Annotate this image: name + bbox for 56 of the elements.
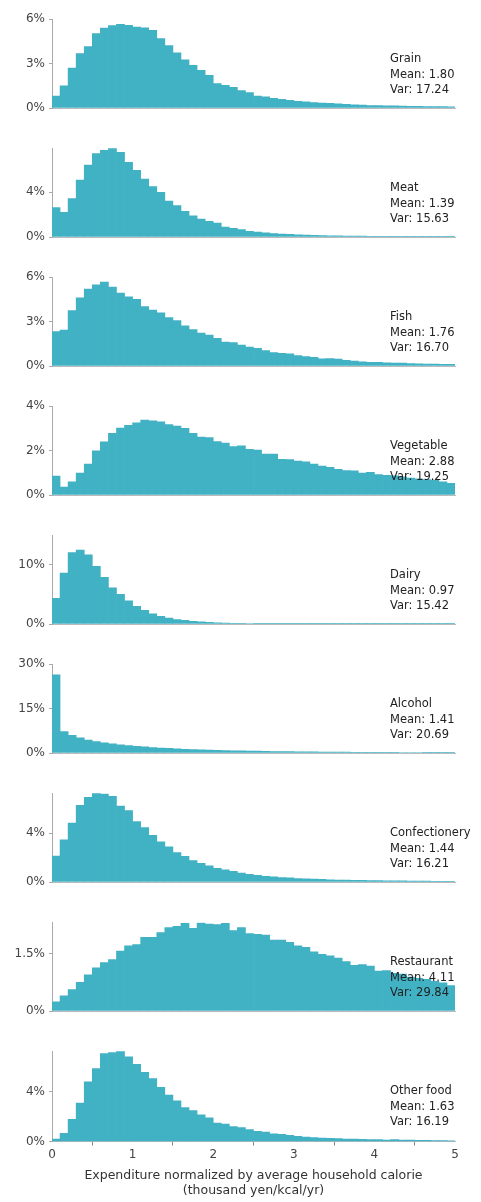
annotation: Mean: 1.44 <box>390 840 455 855</box>
x-axis-title: Expenditure normalized by average household calorie (thousand yen/kcal/yr) <box>84 1166 423 1197</box>
y-tick-label: 3% <box>25 313 45 328</box>
annotation: Var: 15.42 <box>390 598 449 613</box>
annotation: Restaurant <box>390 954 454 969</box>
annotation: Var: 29.84 <box>390 985 449 1000</box>
annotation: Mean: 2.88 <box>390 453 455 468</box>
y-tick-label: 0% <box>25 100 45 115</box>
annotation: Var: 19.25 <box>390 469 449 484</box>
y-tick-label: 2% <box>25 442 45 457</box>
annotation: Other food <box>390 1083 452 1098</box>
annotation: Mean: 1.41 <box>390 711 455 726</box>
annotation: Meat <box>390 180 420 195</box>
annotation: Var: 15.63 <box>390 211 449 226</box>
x-tick-label: 1 <box>128 1146 137 1161</box>
y-tick-label: 4% <box>25 398 45 413</box>
y-tick-label: 0% <box>25 1003 45 1018</box>
annotation: Fish <box>390 309 413 324</box>
annotation: Mean: 1.76 <box>390 324 455 339</box>
y-tick-label: 4% <box>25 1084 45 1099</box>
x-tick-label: 4 <box>370 1146 379 1161</box>
y-tick-label: 0% <box>25 358 45 373</box>
annotation: Confectionery <box>390 825 471 840</box>
annotation: Var: 20.69 <box>390 727 449 742</box>
y-tick-label: 1.5% <box>14 945 45 960</box>
annotation: Vegetable <box>390 438 448 453</box>
y-tick-label: 0% <box>25 616 45 631</box>
y-tick-label: 0% <box>25 745 45 760</box>
x-tick-label: 3 <box>289 1146 298 1161</box>
y-tick-label: 30% <box>18 656 45 671</box>
annotation: Mean: 0.97 <box>390 582 455 597</box>
annotation: Alcohol <box>390 696 432 711</box>
y-tick-label: 4% <box>25 825 45 840</box>
x-tick-label: 0 <box>48 1146 56 1161</box>
x-tick-label: 5 <box>451 1146 459 1161</box>
y-tick-label: 3% <box>25 55 45 70</box>
annotation: Mean: 1.80 <box>390 66 455 81</box>
annotation: Mean: 1.39 <box>390 195 455 210</box>
annotation: Var: 17.24 <box>390 82 449 97</box>
annotation: Dairy <box>390 567 421 582</box>
x-tick-label: 2 <box>209 1146 218 1161</box>
y-tick-label: 0% <box>25 229 45 244</box>
y-tick-label: 15% <box>18 700 45 715</box>
y-tick-label: 6% <box>25 11 45 26</box>
annotation: Var: 16.19 <box>390 1114 449 1129</box>
y-tick-label: 0% <box>25 874 45 889</box>
y-tick-label: 0% <box>25 487 45 502</box>
y-tick-label: 0% <box>25 1133 45 1148</box>
y-tick-label: 10% <box>18 556 45 571</box>
annotation: Grain <box>390 51 422 66</box>
y-tick-label: 4% <box>25 184 45 199</box>
annotation: Mean: 1.63 <box>390 1098 455 1113</box>
annotation: Mean: 4.11 <box>390 969 455 984</box>
annotation: Var: 16.21 <box>390 856 449 871</box>
y-tick-label: 6% <box>25 269 45 284</box>
annotation: Var: 16.70 <box>390 340 449 355</box>
